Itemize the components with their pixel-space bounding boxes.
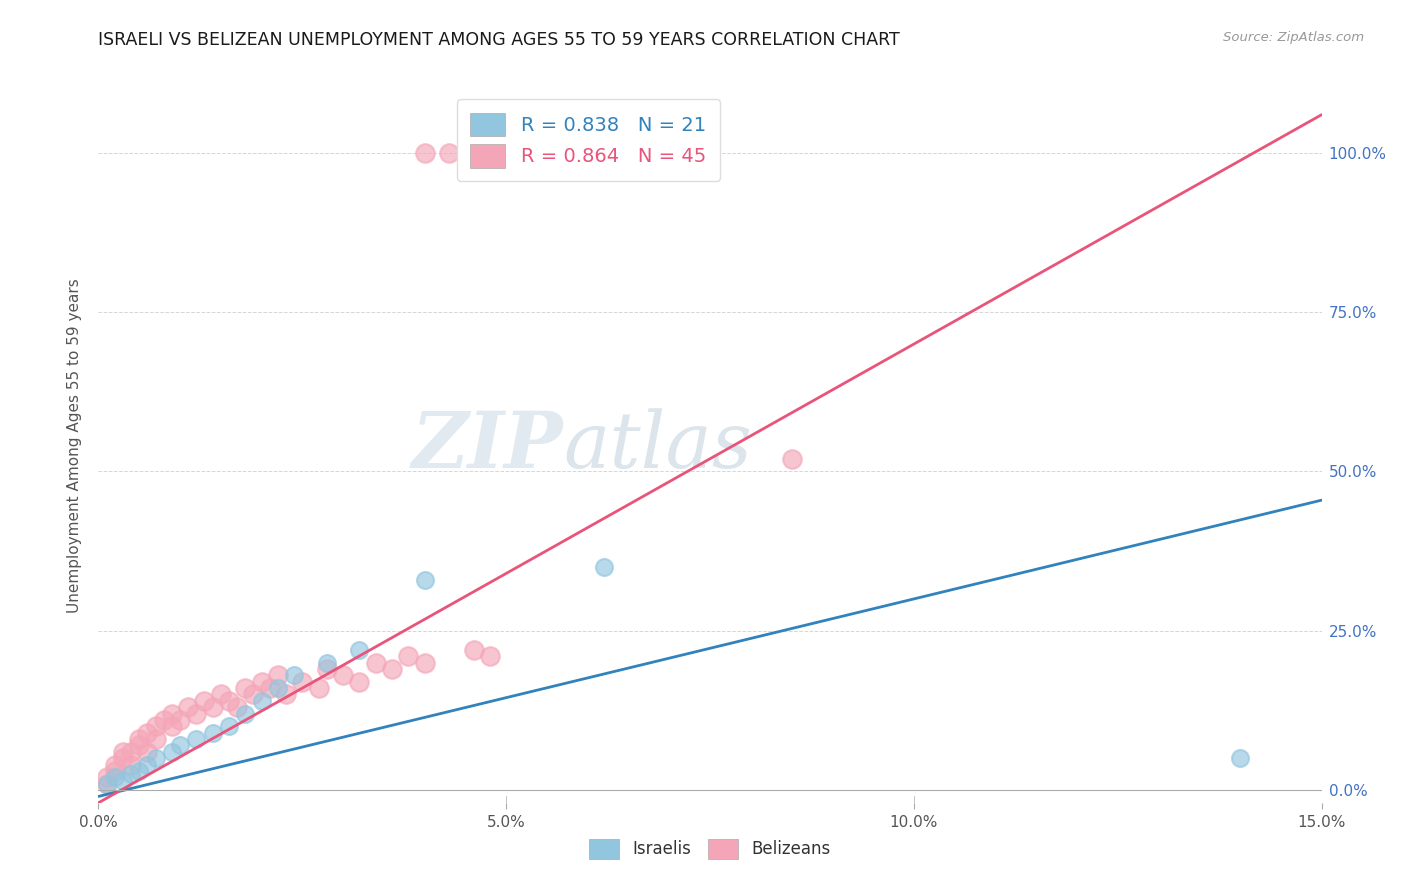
Point: [308, 681, 330, 695]
Point: [160, 719, 183, 733]
Y-axis label: Unemployment Among Ages 55 to 59 years: Unemployment Among Ages 55 to 59 years: [67, 278, 83, 614]
Point: [104, 757, 127, 772]
Point: [186, 706, 208, 721]
Point: [218, 719, 240, 733]
Point: [413, 145, 436, 160]
Point: [349, 643, 371, 657]
Point: [463, 643, 485, 657]
Point: [160, 745, 183, 759]
Text: ISRAELI VS BELIZEAN UNEMPLOYMENT AMONG AGES 55 TO 59 YEARS CORRELATION CHART: ISRAELI VS BELIZEAN UNEMPLOYMENT AMONG A…: [98, 31, 900, 49]
Point: [209, 688, 232, 702]
Point: [145, 751, 167, 765]
Text: atlas: atlas: [564, 408, 752, 484]
Point: [593, 560, 616, 574]
Point: [1229, 751, 1251, 765]
Point: [120, 757, 142, 772]
Point: [177, 700, 200, 714]
Point: [104, 764, 127, 778]
Point: [136, 757, 159, 772]
Point: [315, 662, 337, 676]
Point: [128, 764, 150, 778]
Point: [291, 674, 314, 689]
Point: [201, 700, 224, 714]
Point: [169, 713, 191, 727]
Point: [136, 725, 159, 739]
Point: [128, 739, 150, 753]
Point: [283, 668, 305, 682]
Point: [226, 700, 249, 714]
Point: [160, 706, 183, 721]
Point: [478, 649, 501, 664]
Legend: Israelis, Belizeans: Israelis, Belizeans: [582, 832, 838, 866]
Point: [364, 656, 387, 670]
Point: [233, 706, 256, 721]
Point: [267, 668, 290, 682]
Point: [233, 681, 256, 695]
Point: [120, 767, 142, 781]
Point: [186, 732, 208, 747]
Point: [128, 732, 150, 747]
Point: [396, 649, 419, 664]
Point: [201, 725, 224, 739]
Point: [413, 573, 436, 587]
Point: [315, 656, 337, 670]
Point: [145, 719, 167, 733]
Point: [96, 777, 118, 791]
Point: [780, 451, 803, 466]
Point: [111, 773, 134, 788]
Point: [437, 145, 460, 160]
Point: [267, 681, 290, 695]
Point: [96, 770, 118, 784]
Point: [349, 674, 371, 689]
Point: [332, 668, 354, 682]
Point: [413, 656, 436, 670]
Point: [381, 662, 404, 676]
Point: [193, 694, 215, 708]
Point: [152, 713, 174, 727]
Point: [111, 745, 134, 759]
Point: [111, 751, 134, 765]
Point: [250, 674, 273, 689]
Point: [250, 694, 273, 708]
Point: [120, 745, 142, 759]
Point: [136, 745, 159, 759]
Point: [169, 739, 191, 753]
Point: [218, 694, 240, 708]
Point: [274, 688, 297, 702]
Point: [259, 681, 281, 695]
Point: [145, 732, 167, 747]
Point: [242, 688, 264, 702]
Text: ZIP: ZIP: [412, 408, 564, 484]
Point: [96, 777, 118, 791]
Point: [104, 770, 127, 784]
Text: Source: ZipAtlas.com: Source: ZipAtlas.com: [1223, 31, 1364, 45]
